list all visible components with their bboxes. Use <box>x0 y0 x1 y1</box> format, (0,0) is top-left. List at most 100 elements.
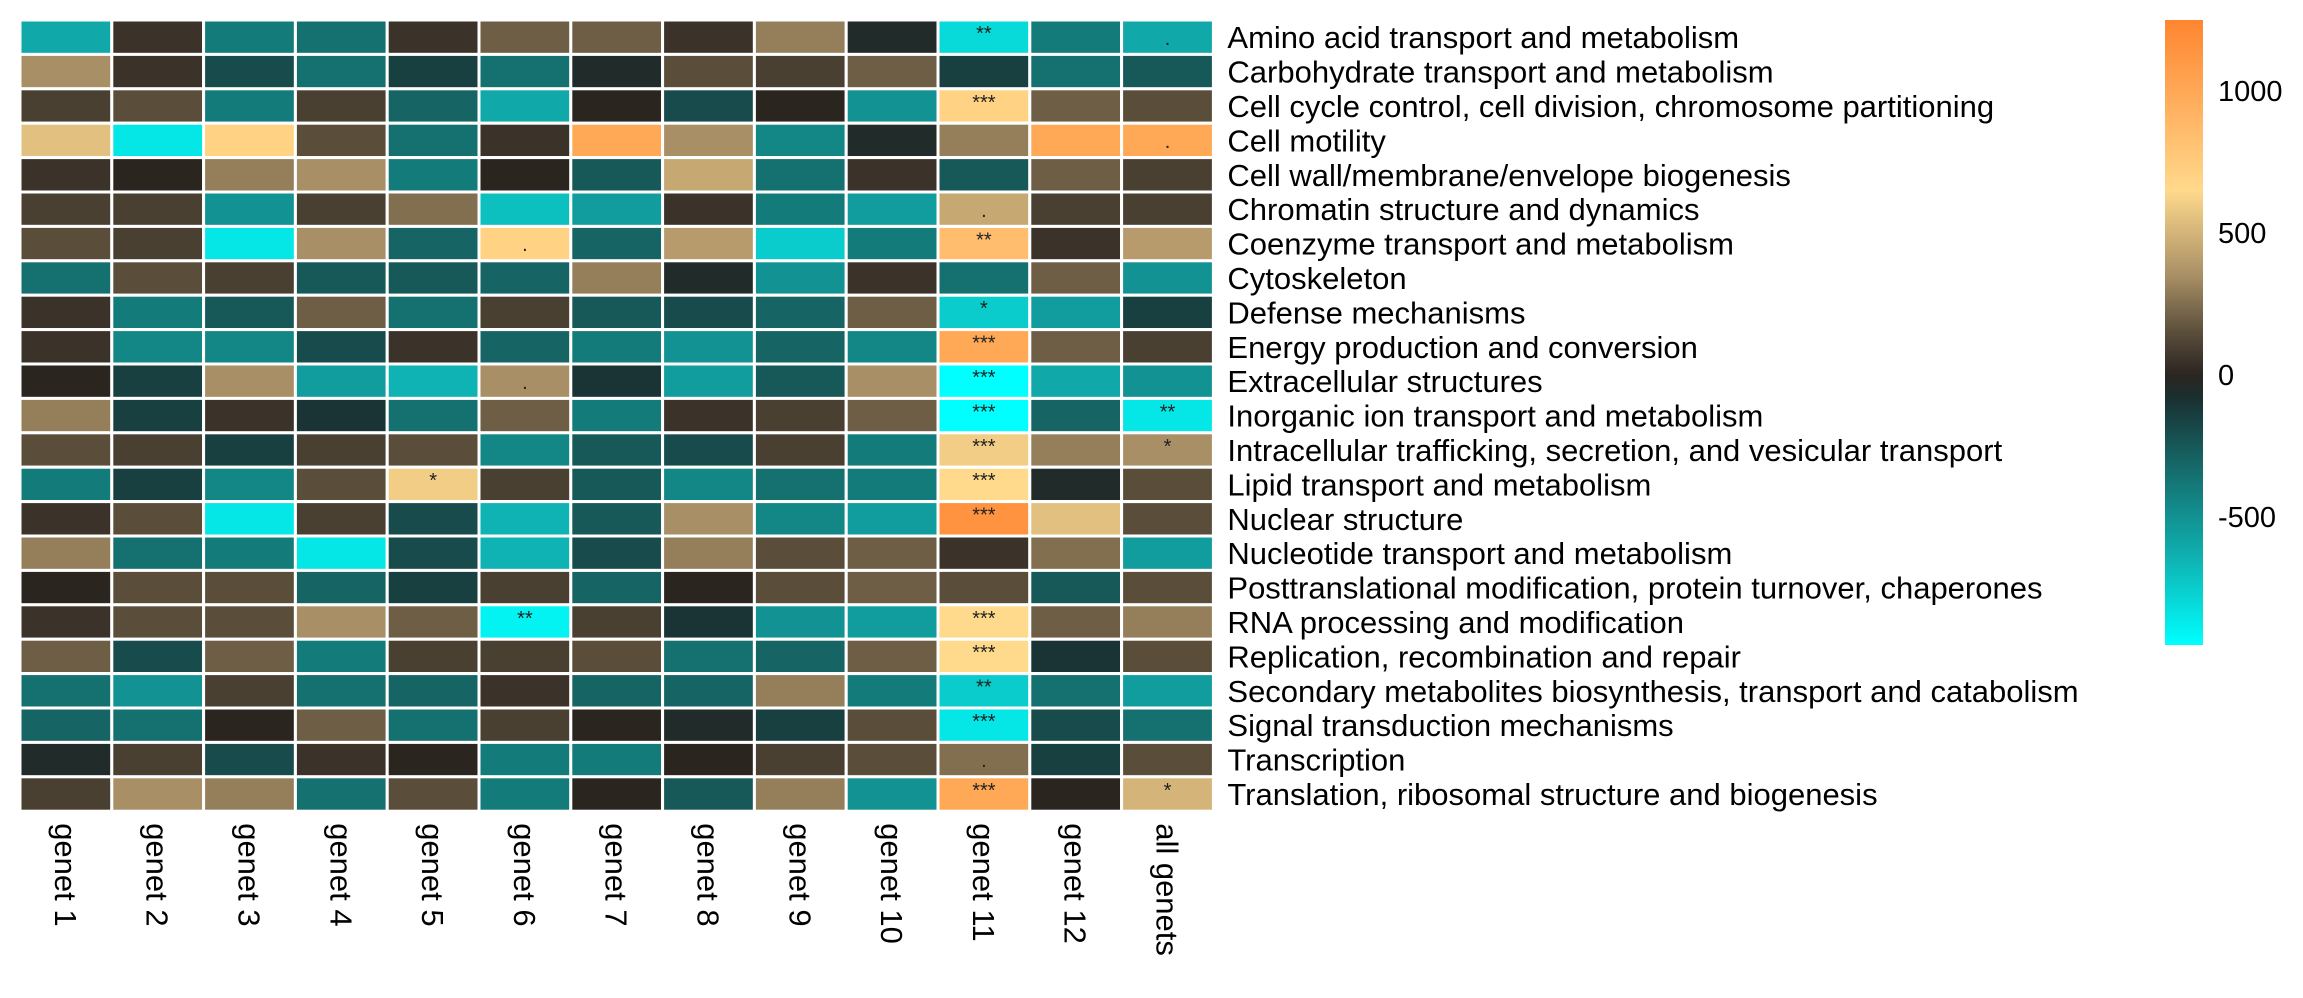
heatmap-cell <box>936 706 1032 744</box>
column-label: genet 10 <box>874 823 909 944</box>
heatmap-cell <box>385 706 481 744</box>
heatmap-cell <box>1120 52 1215 91</box>
heatmap-cell <box>1120 465 1215 504</box>
significance-mark: . <box>1165 28 1171 50</box>
significance-mark: *** <box>972 505 996 527</box>
heatmap-cell <box>477 775 573 813</box>
row-label: Posttranslational modification, protein … <box>1227 571 2042 606</box>
heatmap-cell <box>936 259 1032 297</box>
row-label: Nuclear structure <box>1227 502 1463 537</box>
heatmap-cell <box>110 121 206 160</box>
heatmap-cell <box>293 534 389 572</box>
heatmap-cell <box>752 706 848 744</box>
row-labels: Amino acid transport and metabolismCarbo… <box>1227 20 2078 812</box>
heatmap-cell <box>1028 121 1124 160</box>
heatmap-cell <box>936 568 1032 607</box>
heatmap-cell <box>936 775 1032 813</box>
heatmap-cell <box>752 568 848 607</box>
heatmap-cell <box>752 52 848 91</box>
column-label: genet 6 <box>507 823 542 926</box>
heatmap-cell <box>1120 706 1215 744</box>
column-label: genet 4 <box>323 823 358 926</box>
heatmap-cell <box>844 568 940 607</box>
heatmap-cell <box>661 18 756 56</box>
significance-mark: . <box>981 200 987 222</box>
heatmap-cell <box>661 603 756 641</box>
heatmap-cell <box>1028 534 1124 572</box>
heatmap-cell <box>569 500 665 538</box>
heatmap-cell <box>385 259 481 297</box>
heatmap-cell <box>844 224 940 263</box>
heatmap-cell <box>110 740 206 779</box>
heatmap-cell <box>1028 224 1124 263</box>
colorbar-tick-label: 1000 <box>2218 76 2283 108</box>
heatmap-cell <box>752 603 848 641</box>
column-label: genet 12 <box>1058 823 1093 944</box>
heatmap-cell <box>569 18 665 56</box>
heatmap-cell <box>752 259 848 297</box>
heatmap-cell <box>569 87 665 125</box>
heatmap-cell <box>752 465 848 504</box>
heatmap-cell <box>110 603 206 641</box>
heatmap-cell <box>752 396 848 435</box>
heatmap-cell <box>477 156 573 194</box>
significance-mark: . <box>522 234 528 256</box>
heatmap-cell <box>385 190 481 228</box>
heatmap-cell <box>752 293 848 332</box>
heatmap-cell <box>752 121 848 160</box>
heatmap-cell <box>110 224 206 263</box>
heatmap-cell <box>293 328 389 366</box>
heatmap-cell <box>202 603 297 641</box>
heatmap-cell <box>1028 396 1124 435</box>
heatmap-cell <box>844 706 940 744</box>
heatmap-cell <box>844 775 940 813</box>
heatmap-cell <box>844 396 940 435</box>
heatmap-cell <box>202 190 297 228</box>
heatmap-cell <box>110 500 206 538</box>
heatmap-cell <box>569 637 665 676</box>
significance-mark: *** <box>972 780 996 802</box>
colorbar-tick-label: 500 <box>2218 218 2266 250</box>
heatmap-cell <box>1028 362 1124 400</box>
significance-mark: . <box>1165 131 1171 153</box>
heatmap-cell <box>110 534 206 572</box>
heatmap-cell <box>110 87 206 125</box>
heatmap-cell <box>661 706 756 744</box>
heatmap-cell <box>18 293 114 332</box>
heatmap-cell <box>202 259 297 297</box>
heatmap-cell <box>477 431 573 469</box>
heatmap-cell <box>202 740 297 779</box>
heatmap-cell <box>1120 224 1215 263</box>
heatmap-cell <box>202 87 297 125</box>
heatmap-cell <box>477 534 573 572</box>
heatmap-cell <box>477 87 573 125</box>
heatmap-cell <box>293 740 389 779</box>
heatmap-cell <box>202 775 297 813</box>
heatmap-cell <box>293 603 389 641</box>
heatmap-cell <box>293 568 389 607</box>
heatmap-cell <box>477 500 573 538</box>
heatmap-cell <box>844 87 940 125</box>
heatmap-cell <box>385 672 481 710</box>
significance-mark: ** <box>517 608 533 630</box>
heatmap-cell <box>477 672 573 710</box>
heatmap-cell <box>661 672 756 710</box>
heatmap-cell <box>1028 500 1124 538</box>
heatmap-cell <box>477 603 573 641</box>
heatmap-cell <box>661 740 756 779</box>
heatmap-cell <box>936 156 1032 194</box>
heatmap-cell <box>936 603 1032 641</box>
heatmap-cell <box>752 224 848 263</box>
heatmap-cell <box>202 534 297 572</box>
heatmap-cell <box>661 637 756 676</box>
row-label: Cytoskeleton <box>1227 261 1406 296</box>
heatmap-cell <box>936 534 1032 572</box>
heatmap-cell <box>385 465 481 504</box>
heatmap-cell <box>569 362 665 400</box>
heatmap-cell <box>18 18 114 56</box>
heatmap-cell <box>110 362 206 400</box>
heatmap-cell <box>1028 293 1124 332</box>
heatmap-cell <box>1120 534 1215 572</box>
heatmap-cell <box>110 18 206 56</box>
heatmap-cell <box>293 500 389 538</box>
